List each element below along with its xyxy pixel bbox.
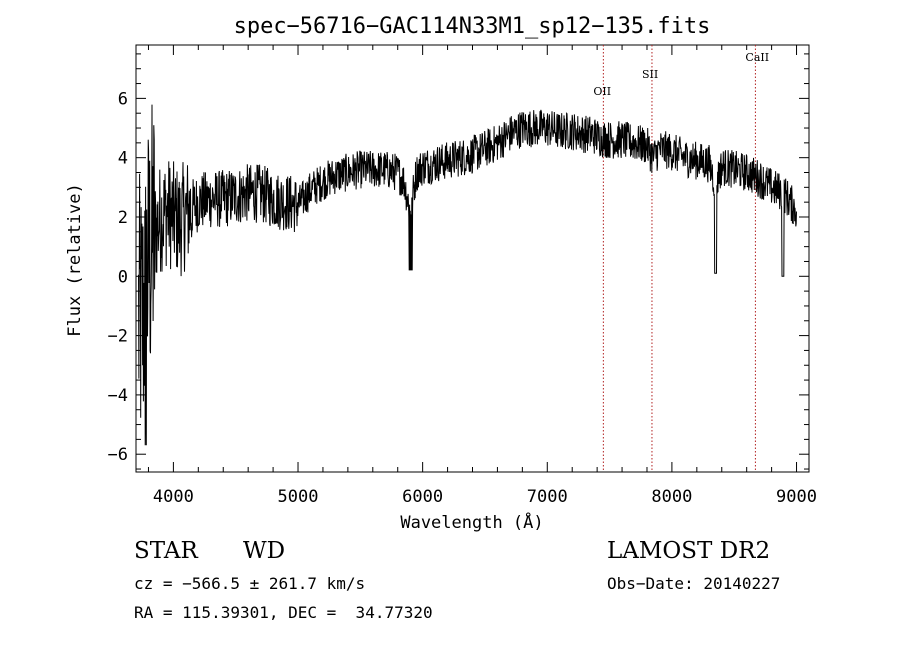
spectral-line-markers: OII SII CaII	[593, 45, 769, 472]
spectral-line-label: OII	[593, 85, 611, 98]
observation-date: Obs−Date: 20140227	[607, 574, 781, 593]
x-tick-label: 4000	[153, 487, 194, 507]
x-tick-label: 5000	[278, 487, 319, 507]
x-tick-label: 9000	[776, 487, 817, 507]
plot-frame	[135, 44, 810, 473]
y-tick-label: 4	[118, 149, 128, 169]
object-class: STAR	[134, 538, 198, 564]
y-tick-label: 6	[118, 89, 128, 109]
object-subclass: WD	[243, 538, 286, 564]
axis-ticks: 4000 5000 6000 7000 8000 9000 −6 −4 −2 0 2 4 6	[108, 45, 817, 507]
y-tick-label: −2	[108, 327, 128, 347]
spectral-line-label: CaII	[745, 51, 769, 64]
y-axis-label: Flux (relative)	[65, 183, 85, 337]
spectrum-line	[138, 104, 797, 446]
y-tick-label: −4	[108, 386, 128, 406]
y-tick-label: 2	[118, 208, 128, 228]
x-tick-label: 6000	[402, 487, 443, 507]
x-axis-label: Wavelength (Å)	[400, 511, 543, 533]
y-tick-label: 0	[118, 267, 128, 287]
redshift-velocity: cz = −566.5 ± 261.7 km/s	[134, 574, 366, 593]
survey-name: LAMOST DR2	[607, 538, 771, 564]
spectral-line-label: SII	[642, 68, 658, 81]
x-tick-label: 8000	[651, 487, 692, 507]
sky-coordinates: RA = 115.39301, DEC = 34.77320	[134, 603, 433, 622]
x-tick-label: 7000	[527, 487, 568, 507]
y-tick-label: −6	[108, 445, 128, 465]
chart-title: spec−56716−GAC114N33M1_sp12−135.fits	[234, 14, 711, 39]
